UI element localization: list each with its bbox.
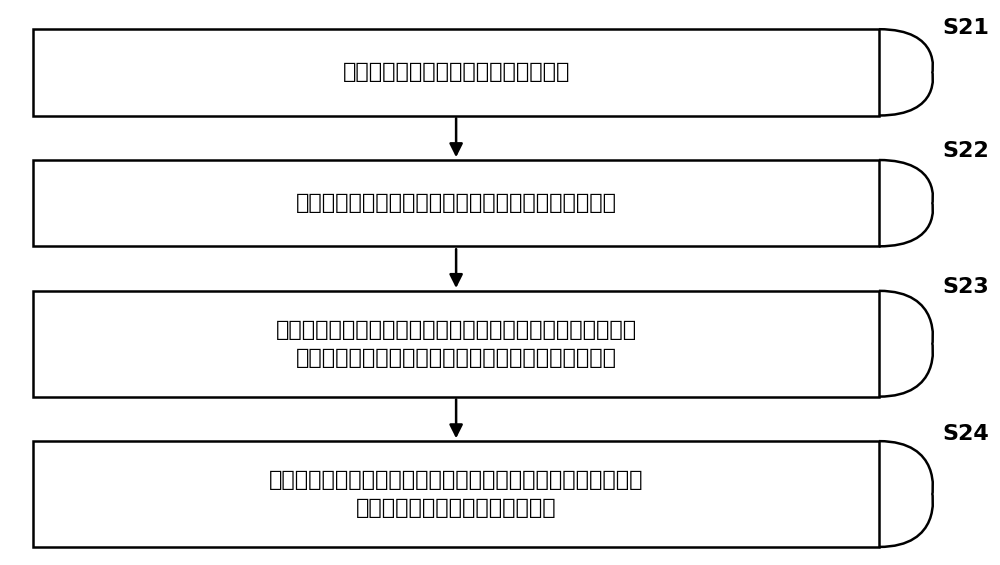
Text: 根据所述检测区域中待测车辆的三维外廓坐标信息，获取所述检
测区域中待测车辆的外廓尺寸信息: 根据所述检测区域中待测车辆的三维外廓坐标信息，获取所述检 测区域中待测车辆的外廓… (269, 470, 643, 518)
FancyBboxPatch shape (33, 160, 879, 246)
Text: S24: S24 (942, 424, 989, 445)
Text: 按照预设方式设置三维激光测距传感器: 按照预设方式设置三维激光测距传感器 (342, 62, 570, 82)
FancyBboxPatch shape (33, 29, 879, 115)
Text: S22: S22 (942, 141, 989, 160)
FancyBboxPatch shape (33, 291, 879, 397)
Text: 建立三维直角坐标系，对所述检测区域的三维测距数据进行处
理，获取所述检测区域中待测车辆的三维外廓坐标信息: 建立三维直角坐标系，对所述检测区域的三维测距数据进行处 理，获取所述检测区域中待… (276, 320, 637, 368)
Text: S23: S23 (942, 277, 989, 297)
Text: 通过三维激光测距传感器获取检测区域的三维测距数据: 通过三维激光测距传感器获取检测区域的三维测距数据 (296, 193, 617, 213)
Text: S21: S21 (942, 18, 989, 38)
FancyBboxPatch shape (33, 441, 879, 547)
